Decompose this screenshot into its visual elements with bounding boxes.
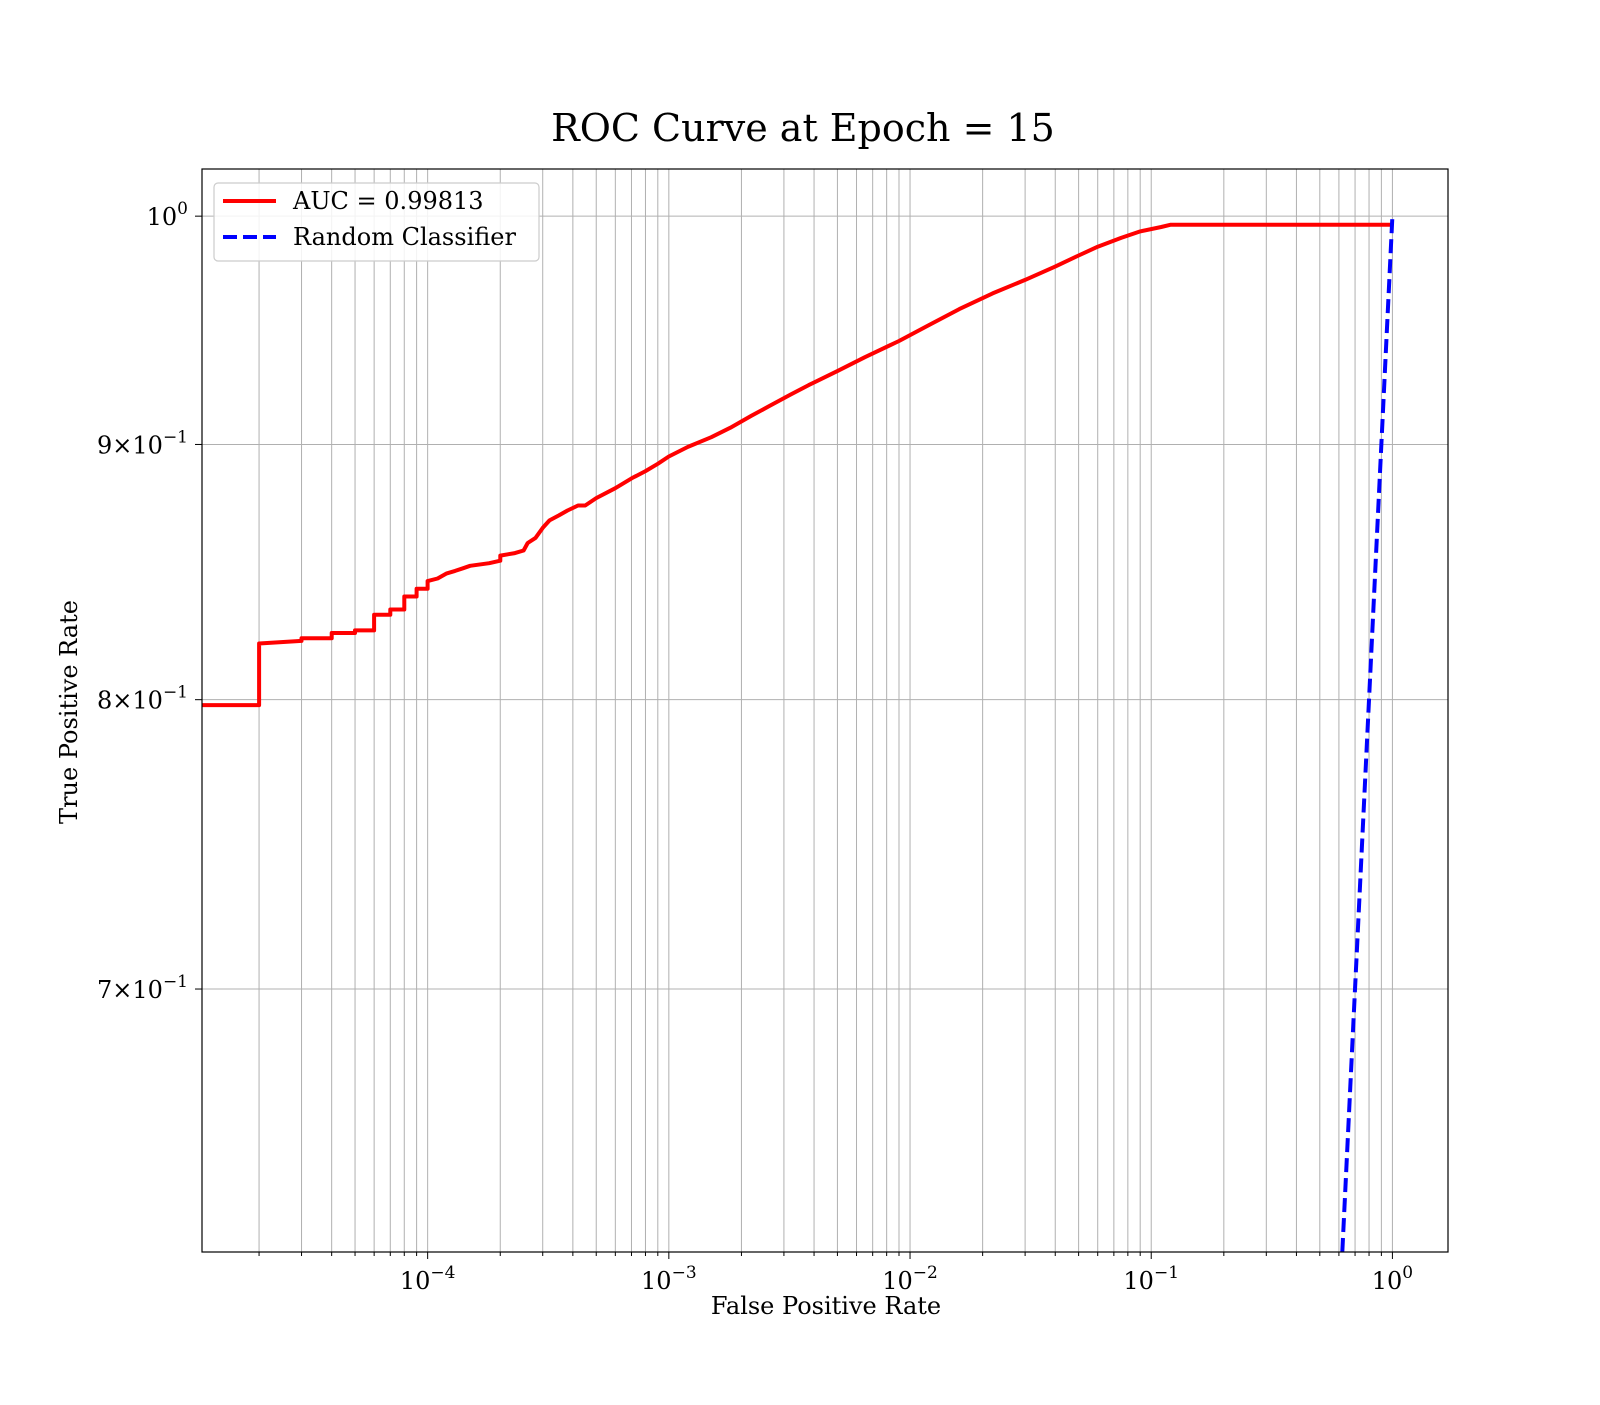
series-layer [202,216,1395,1252]
legend: AUC = 0.99813 Random Classifier [213,182,540,262]
y-tick-label: 7×10−1 [97,972,188,1004]
roc-curve-line [202,222,1393,708]
chart-title: ROC Curve at Epoch = 15 [551,106,1055,150]
tick-marks [195,215,1393,1259]
legend-box [213,182,540,262]
y-tick-labels: 100 9×10−1 8×10−1 7×10−1 [97,199,188,1004]
y-axis-label: True Positive Rate [55,600,83,824]
y-tick-label: 8×10−1 [97,683,188,715]
y-tick-label: 9×10−1 [97,427,188,459]
x-axis-label: False Positive Rate [711,1292,941,1320]
y-tick-label: 100 [147,199,188,231]
x-tick-label: 10−4 [400,1263,456,1295]
x-tick-label: 100 [1372,1263,1413,1295]
random-classifier-line [1340,216,1395,1252]
legend-label-auc: AUC = 0.99813 [292,187,484,215]
grid-lines [202,169,1448,1252]
x-tick-label: 10−1 [1123,1263,1179,1295]
plot-frame [201,168,1449,1253]
x-tick-label: 10−2 [882,1263,938,1295]
x-tick-labels: 10−4 10−3 10−2 10−1 100 [400,1263,1413,1295]
x-tick-label: 10−3 [641,1263,697,1295]
legend-label-random: Random Classifier [293,223,516,251]
